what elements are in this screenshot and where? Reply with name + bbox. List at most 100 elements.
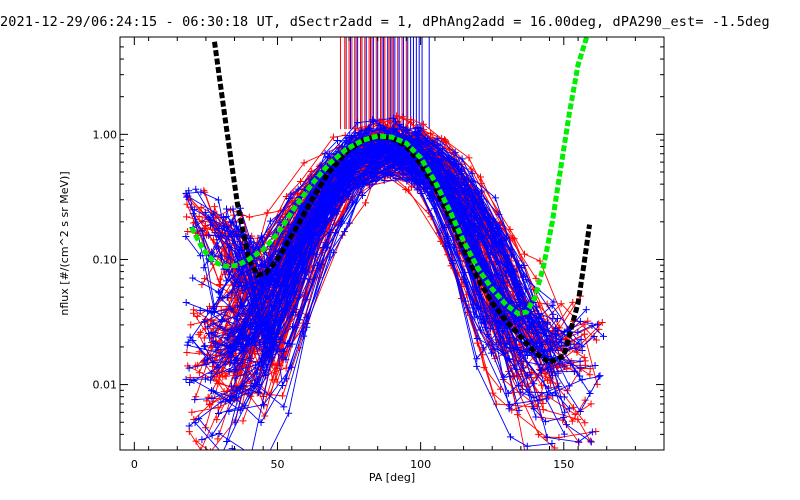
trace-point — [223, 294, 231, 302]
trace-point — [246, 354, 254, 362]
trace-line — [213, 174, 554, 424]
trace-point — [598, 319, 606, 327]
trace-point — [366, 181, 374, 189]
trace-point — [263, 363, 271, 371]
trace-point — [294, 185, 302, 193]
trace-point — [362, 199, 370, 207]
trace-point — [194, 361, 202, 369]
trace-point — [472, 248, 480, 256]
trace-point — [504, 261, 512, 269]
trace-point — [548, 301, 556, 309]
trace-point — [326, 253, 334, 261]
y-tick-label: 0.10 — [93, 253, 118, 266]
trace-point — [460, 204, 468, 212]
trace-point — [285, 409, 293, 417]
trace-point — [185, 364, 193, 372]
trace-point — [570, 368, 578, 376]
x-tick-label: 100 — [410, 458, 431, 471]
trace-point — [278, 354, 286, 362]
trace-point — [268, 361, 276, 369]
trace-point — [591, 362, 599, 370]
trace-point — [212, 340, 220, 348]
trace-point — [267, 349, 275, 357]
trace-point — [505, 405, 513, 413]
trace-point — [250, 239, 258, 247]
trace-point — [578, 376, 586, 384]
trace-point — [576, 317, 584, 325]
trace-point — [261, 458, 268, 465]
trace-point — [465, 154, 473, 162]
trace-point — [280, 403, 288, 411]
trace-point — [215, 430, 223, 438]
trace-point — [223, 205, 231, 213]
trace-point — [568, 417, 576, 425]
trace-point — [205, 330, 213, 338]
trace-point — [287, 190, 295, 198]
trace-point — [342, 162, 350, 170]
trace-point — [188, 408, 196, 416]
x-tick-label: 150 — [553, 458, 574, 471]
trace-point — [596, 372, 604, 380]
trace-point — [421, 135, 429, 143]
trace-point — [376, 117, 384, 125]
trace-point — [192, 437, 200, 445]
trace-point — [267, 339, 275, 347]
trace-point — [197, 203, 205, 211]
trace-point — [182, 299, 190, 307]
trace-point — [225, 253, 233, 261]
trace-point — [216, 323, 224, 331]
trace-point — [413, 165, 421, 173]
trace-point — [224, 232, 232, 240]
trace-point — [229, 205, 237, 213]
trace-point — [376, 121, 384, 129]
trace-point — [405, 186, 413, 194]
trace-point — [539, 317, 547, 325]
trace-point — [248, 451, 255, 458]
trace-point — [257, 419, 265, 427]
trace-point — [289, 309, 297, 317]
trace-point — [549, 372, 557, 380]
trace-point — [555, 434, 563, 442]
trace-point — [590, 332, 598, 340]
trace-point — [360, 145, 368, 153]
trace-point — [592, 336, 600, 344]
trace-point — [282, 375, 290, 383]
trace-point — [210, 303, 218, 311]
trace-point — [440, 166, 448, 174]
trace-point — [446, 145, 454, 153]
trace-point — [552, 331, 560, 339]
trace-point — [219, 214, 227, 222]
trace-point — [505, 268, 513, 276]
trace-point — [524, 371, 532, 379]
trace-point — [518, 264, 526, 272]
trace-point — [266, 217, 274, 225]
trace-point — [260, 401, 268, 409]
trace-point — [450, 243, 458, 251]
trace-point — [487, 273, 495, 281]
data-layer — [182, 37, 608, 465]
trace-point — [345, 219, 353, 227]
trace-point — [238, 247, 246, 255]
trace-point — [297, 177, 305, 185]
trace-point — [512, 336, 520, 344]
trace-point — [225, 344, 233, 352]
trace-point — [433, 135, 441, 143]
trace-point — [326, 182, 334, 190]
trace-point — [266, 282, 274, 290]
trace-point — [448, 257, 456, 265]
trace-point — [371, 159, 379, 167]
trace-point — [239, 381, 247, 389]
trace-point — [567, 360, 575, 368]
trace-point — [201, 275, 209, 283]
trace-point — [580, 354, 588, 362]
trace-line — [226, 151, 580, 348]
trace-point — [211, 329, 219, 337]
trace-point — [186, 374, 194, 382]
trace-point — [272, 247, 280, 255]
trace-point — [201, 208, 209, 216]
trace-point — [593, 321, 601, 329]
trace-point — [193, 312, 201, 320]
trace-point — [338, 142, 346, 150]
trace-point — [196, 252, 204, 260]
trace-point — [340, 228, 348, 236]
